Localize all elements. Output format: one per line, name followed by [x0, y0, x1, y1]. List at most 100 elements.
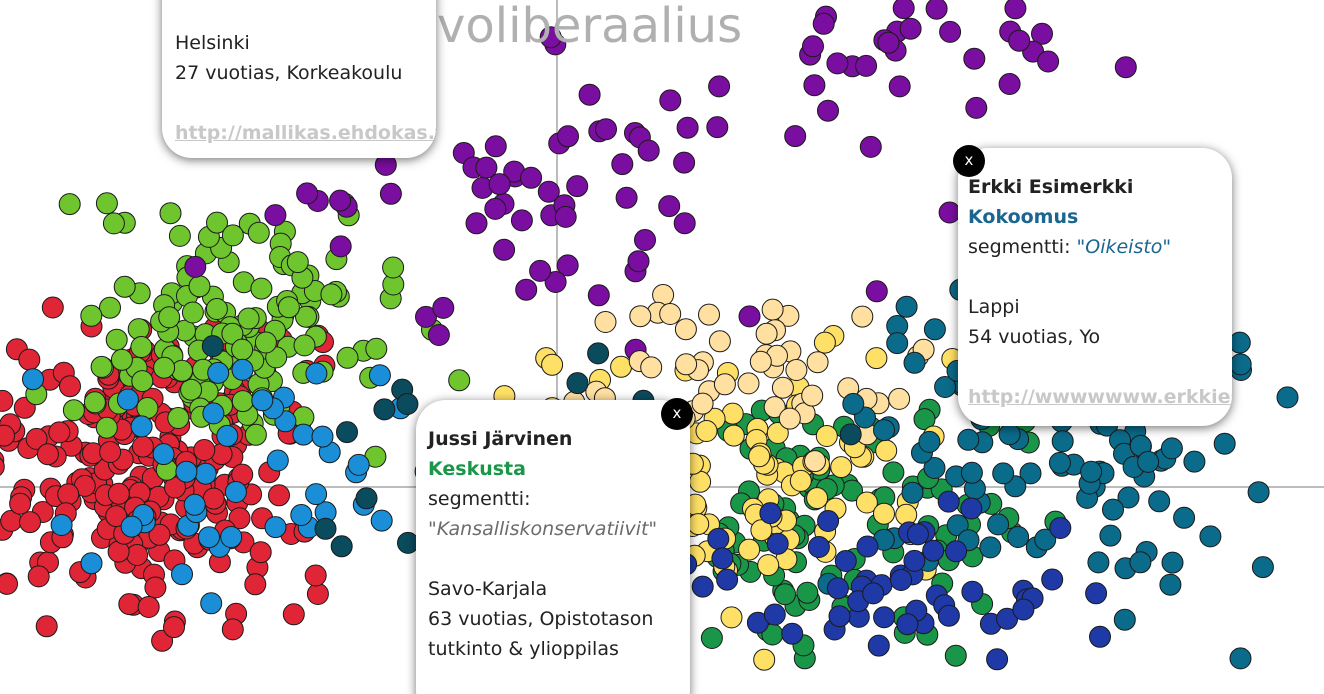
data-point-982[interactable] [171, 563, 193, 586]
data-point-1055[interactable] [336, 421, 358, 444]
data-point-962[interactable] [175, 460, 198, 483]
data-point-973[interactable] [305, 483, 328, 506]
data-point-220[interactable] [25, 427, 48, 450]
data-point-949[interactable] [231, 358, 254, 381]
data-point-423[interactable] [556, 254, 579, 277]
data-point-186[interactable] [59, 375, 81, 398]
data-point-886[interactable] [873, 419, 895, 442]
data-point-1059[interactable] [201, 335, 224, 358]
data-point-419[interactable] [379, 182, 402, 205]
data-point-1058[interactable] [355, 487, 378, 510]
data-point-1044[interactable] [839, 423, 862, 446]
data-point-965[interactable] [311, 425, 334, 448]
data-point-1011[interactable] [691, 575, 714, 598]
data-point-478[interactable] [578, 83, 601, 106]
data-point-428[interactable] [493, 238, 516, 261]
data-point-236[interactable] [221, 618, 244, 641]
data-point-859[interactable] [1229, 647, 1252, 670]
data-point-791[interactable] [629, 305, 652, 328]
data-point-774[interactable] [749, 350, 772, 373]
data-point-471[interactable] [529, 259, 552, 282]
data-point-999[interactable] [817, 510, 840, 532]
data-point-438[interactable] [475, 156, 498, 179]
data-point-444[interactable] [427, 324, 450, 346]
data-point-689[interactable] [766, 422, 789, 444]
data-point-790[interactable] [675, 353, 698, 376]
data-point-468[interactable] [329, 235, 352, 258]
data-point-809[interactable] [946, 514, 969, 537]
data-point-364[interactable] [99, 296, 121, 319]
close-card-jussi-button[interactable]: x [661, 398, 693, 430]
data-point-780[interactable] [659, 303, 682, 325]
data-point-703[interactable] [873, 502, 895, 525]
data-point-93[interactable] [27, 565, 50, 588]
data-point-918[interactable] [998, 423, 1021, 446]
data-point-460[interactable] [784, 125, 807, 148]
data-point-984[interactable] [264, 516, 287, 539]
data-point-1030[interactable] [1012, 598, 1035, 621]
data-point-683[interactable] [757, 554, 780, 577]
data-point-936[interactable] [1034, 528, 1057, 551]
data-point-974[interactable] [198, 526, 220, 549]
data-point-111[interactable] [244, 573, 267, 596]
data-point-222[interactable] [48, 421, 71, 444]
data-point-447[interactable] [544, 271, 567, 293]
data-point-509[interactable] [944, 644, 967, 667]
data-point-395[interactable] [131, 370, 154, 393]
data-point-943[interactable] [130, 415, 153, 438]
data-point-1031[interactable] [890, 569, 913, 591]
data-point-265[interactable] [83, 391, 106, 414]
data-point-753[interactable] [771, 376, 794, 399]
data-point-1014[interactable] [766, 532, 789, 555]
data-point-1039[interactable] [834, 550, 857, 572]
data-point-1022[interactable] [922, 539, 945, 562]
data-point-959[interactable] [290, 504, 313, 526]
data-point-399[interactable] [277, 296, 300, 319]
data-point-381[interactable] [90, 355, 113, 378]
data-point-45[interactable] [144, 576, 167, 599]
data-point-781[interactable] [888, 387, 911, 410]
data-point-1066[interactable] [314, 517, 337, 540]
data-point-787[interactable] [785, 359, 808, 381]
data-point-963[interactable] [292, 423, 315, 446]
data-point-476[interactable] [554, 205, 577, 228]
data-point-164[interactable] [118, 593, 141, 616]
data-point-493[interactable] [963, 47, 986, 70]
data-point-857[interactable] [1247, 481, 1270, 504]
data-point-903[interactable] [1160, 437, 1183, 460]
data-point-230[interactable] [36, 443, 59, 466]
data-point-353[interactable] [180, 378, 203, 401]
data-point-876[interactable] [1102, 498, 1124, 521]
data-point-189[interactable] [137, 596, 160, 618]
data-point-401[interactable] [448, 369, 471, 392]
data-point-958[interactable] [152, 443, 175, 466]
data-point-1018[interactable] [906, 523, 929, 546]
data-point-829[interactable] [1007, 526, 1030, 548]
data-point-172[interactable] [282, 603, 305, 626]
data-point-907[interactable] [923, 318, 946, 341]
data-point-760[interactable] [763, 396, 786, 419]
data-point-365[interactable] [286, 251, 309, 274]
data-point-458[interactable] [264, 204, 287, 227]
data-point-450[interactable] [706, 116, 729, 139]
data-point-985[interactable] [120, 515, 143, 538]
data-point-234[interactable] [228, 507, 251, 530]
data-point-454[interactable] [537, 180, 560, 203]
data-point-631[interactable] [830, 456, 853, 479]
close-card-erkki-button[interactable]: x [953, 145, 985, 177]
data-point-657[interactable] [753, 648, 776, 671]
data-point-1003[interactable] [707, 527, 730, 550]
data-point-442[interactable] [488, 173, 511, 196]
data-point-441[interactable] [738, 305, 761, 328]
data-point-188[interactable] [0, 424, 15, 447]
data-point-611[interactable] [882, 461, 905, 484]
data-point-338[interactable] [58, 193, 81, 216]
data-point-464[interactable] [817, 99, 839, 122]
data-point-1034[interactable] [763, 603, 786, 626]
data-point-972[interactable] [116, 388, 139, 411]
data-point-961[interactable] [183, 493, 206, 516]
data-point-805[interactable] [1183, 450, 1206, 473]
data-point-867[interactable] [987, 513, 1010, 536]
data-point-104[interactable] [306, 583, 329, 605]
data-point-473[interactable] [637, 139, 660, 162]
